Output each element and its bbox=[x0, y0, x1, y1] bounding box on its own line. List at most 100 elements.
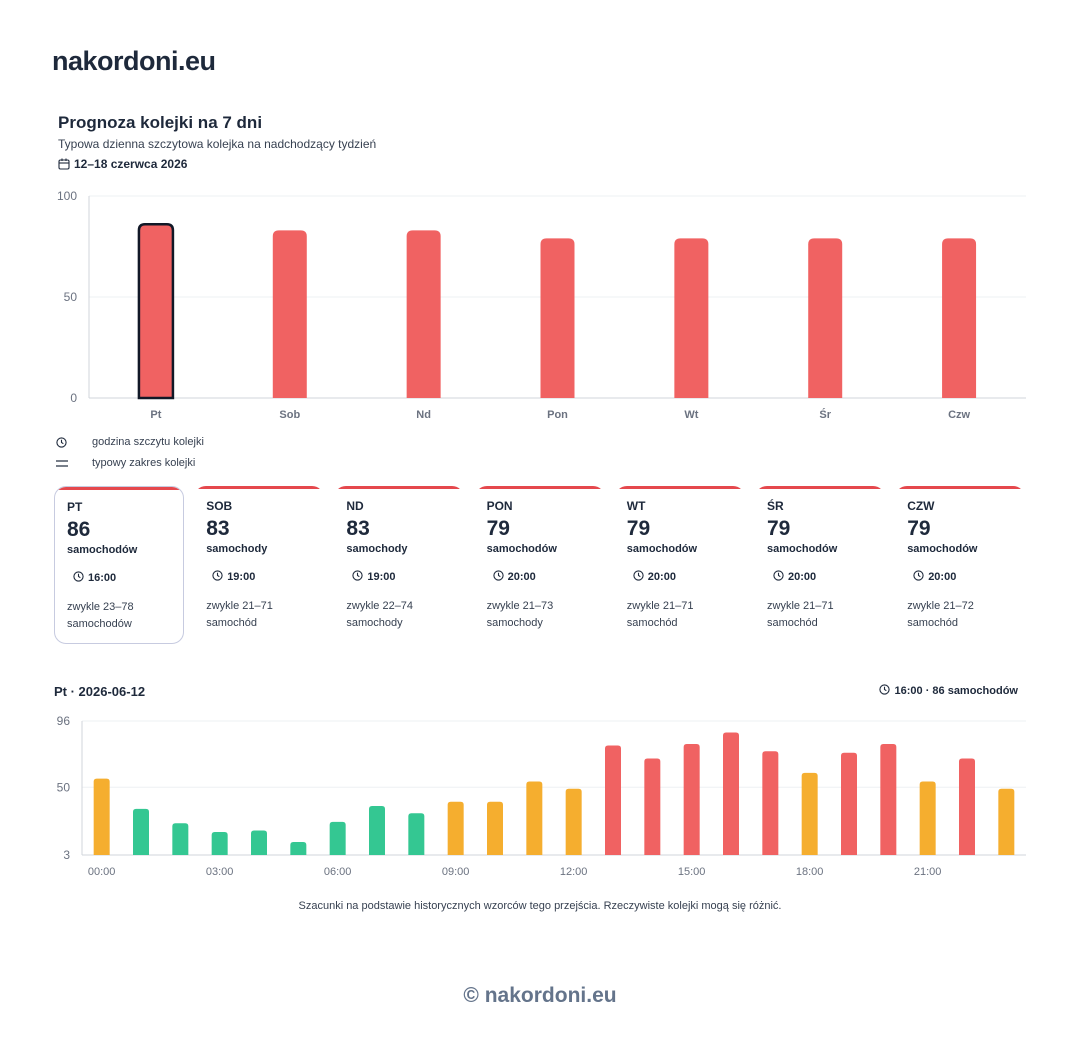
card-typical-range-values: zwykle 21–71 bbox=[206, 600, 273, 612]
forecast-title: Prognoza kolejki na 7 dni bbox=[58, 113, 263, 132]
card-typical-range: zwykle 21–71 samochód bbox=[767, 598, 885, 632]
card-accent-strip bbox=[895, 486, 1026, 489]
day-card-pon[interactable]: PON 79 samochodów 20:00 zwykle 21–73 samochod… bbox=[474, 486, 605, 644]
hour-bar-1800 bbox=[801, 772, 818, 855]
date-range: 12–18 czerwca 2026 bbox=[58, 157, 187, 171]
day-card-wt[interactable]: WT 79 samochodów 20:00 zwykle 21–71 samochód bbox=[614, 486, 745, 644]
card-unit: samochodów bbox=[67, 544, 138, 556]
day-card-czw[interactable]: CZW 79 samochodów 20:00 zwykle 21–72 samochód bbox=[895, 486, 1026, 644]
hour-bar-0700 bbox=[369, 806, 385, 855]
y-tick-label: 50 bbox=[57, 780, 71, 794]
clock-icon bbox=[56, 436, 92, 448]
card-typical-range-unit: samochód bbox=[767, 617, 818, 629]
card-peak-value: 79 bbox=[626, 517, 651, 540]
legend-peak-label: godzina szczytu kolejki bbox=[92, 436, 204, 448]
card-peak-time: 20:00 bbox=[627, 570, 745, 584]
card-typical-range-values: zwykle 21–71 bbox=[626, 600, 694, 612]
x-tick-label: Wt bbox=[684, 409, 698, 421]
card-unit: samochodów bbox=[767, 543, 838, 555]
bar-pon bbox=[540, 238, 575, 398]
card-peak-time-text: 20:00 bbox=[647, 571, 676, 583]
hour-bar-1500 bbox=[683, 744, 700, 855]
card-typical-range-values: zwykle 21–71 bbox=[767, 600, 834, 612]
y-tick-label: 3 bbox=[63, 848, 70, 862]
card-day: PT bbox=[67, 500, 83, 514]
hour-bar-1200 bbox=[565, 788, 582, 855]
hour-bar-1600 bbox=[723, 732, 739, 855]
clock-icon bbox=[73, 571, 84, 585]
hour-bar-2300 bbox=[998, 788, 1015, 855]
hour-bar-0600 bbox=[329, 821, 346, 855]
x-tick-label: Śr bbox=[819, 408, 831, 421]
day-cards: PT 86 samochodów 16:00 zwykle 23–78 samochodó… bbox=[54, 486, 1026, 646]
card-unit: samochody bbox=[346, 543, 408, 555]
x-tick-label: Pon bbox=[547, 409, 568, 421]
legend-peak-hour: godzina szczytu kolejki bbox=[56, 436, 204, 448]
card-peak-time: 20:00 bbox=[487, 570, 605, 584]
x-tick-label: 21:00 bbox=[914, 866, 942, 878]
clock-icon bbox=[352, 570, 364, 584]
day-card-sob[interactable]: SOB 83 samochody 19:00 zwykle 21–71 samochód bbox=[194, 486, 325, 644]
x-tick-label: 12:00 bbox=[560, 866, 588, 878]
clock-icon bbox=[913, 570, 924, 584]
card-peak-time-text: 19:00 bbox=[227, 571, 256, 583]
card-peak-time: 19:00 bbox=[346, 570, 464, 584]
hour-bar-0100 bbox=[133, 808, 149, 855]
detail-peak: 16:00 · 86 samochodów bbox=[878, 684, 1018, 698]
card-typical-range: zwykle 21–71 samochód bbox=[627, 598, 745, 632]
card-peak-value: 86 bbox=[67, 518, 91, 541]
card-peak-time-text: 20:00 bbox=[507, 571, 536, 583]
card-unit: samochodów bbox=[486, 543, 557, 555]
y-tick-label: 0 bbox=[70, 391, 77, 405]
card-unit: samochody bbox=[206, 543, 268, 555]
weekly-forecast-chart: 0 50 100 Pt Sob Nd Pon Wt Śr Czw bbox=[57, 189, 1026, 421]
clock-icon bbox=[633, 570, 644, 584]
forecast-subtitle: Typowa dzienna szczytowa kolejka na nadc… bbox=[58, 137, 377, 151]
card-typical-range: zwykle 21–73 samochody bbox=[487, 598, 605, 632]
hour-bar-0300 bbox=[211, 831, 228, 855]
card-typical-range: zwykle 22–74 samochody bbox=[346, 598, 464, 632]
day-card-pt[interactable]: PT 86 samochodów 16:00 zwykle 23–78 samochodó… bbox=[54, 486, 184, 644]
card-accent-strip bbox=[474, 486, 605, 489]
site-logo[interactable]: nakordoni.eu bbox=[52, 46, 216, 76]
card-day: CZW bbox=[907, 499, 935, 513]
clock-icon bbox=[878, 684, 890, 698]
x-tick-label: 00:00 bbox=[88, 866, 116, 878]
card-peak-time: 20:00 bbox=[907, 570, 1025, 584]
x-tick-label: Sob bbox=[279, 409, 300, 421]
card-day: ND bbox=[346, 499, 364, 513]
x-tick-label: 18:00 bbox=[796, 866, 824, 878]
x-tick-label: Nd bbox=[416, 409, 431, 421]
card-typical-range-values: zwykle 21–73 bbox=[486, 600, 554, 612]
day-card-śr[interactable]: ŚR 79 samochodów 20:00 zwykle 21–71 samochód bbox=[755, 486, 885, 644]
disclaimer: Szacunki na podstawie historycznych wzor… bbox=[298, 900, 782, 912]
card-day: PON bbox=[486, 499, 513, 513]
card-peak-value: 79 bbox=[767, 517, 791, 540]
bar-śr bbox=[808, 238, 843, 398]
card-peak-time: 20:00 bbox=[767, 570, 885, 584]
card-peak-value: 79 bbox=[907, 517, 931, 540]
card-peak-value: 83 bbox=[346, 517, 370, 540]
bar-czw bbox=[942, 238, 977, 398]
card-typical-range-unit: samochody bbox=[486, 617, 543, 629]
day-card-nd[interactable]: ND 83 samochody 19:00 zwykle 22–74 samochody bbox=[334, 486, 465, 644]
bar-pt bbox=[137, 223, 175, 400]
footer-copyright[interactable]: © nakordoni.eu bbox=[463, 984, 617, 1007]
bar-wt bbox=[674, 238, 709, 398]
card-peak-time-text: 19:00 bbox=[367, 571, 396, 583]
card-unit: samochodów bbox=[626, 543, 698, 555]
card-typical-range: zwykle 21–71 samochód bbox=[206, 598, 324, 632]
y-tick-label: 50 bbox=[64, 290, 78, 304]
clock-icon bbox=[773, 570, 784, 584]
card-day: WT bbox=[626, 499, 646, 513]
x-tick-label: 09:00 bbox=[442, 866, 470, 878]
bar-nd bbox=[406, 230, 441, 398]
card-typical-range-unit: samochody bbox=[346, 617, 403, 629]
card-accent-strip bbox=[194, 486, 325, 489]
legend-range-label: typowy zakres kolejki bbox=[92, 457, 196, 469]
date-range-text: 12–18 czerwca 2026 bbox=[74, 157, 188, 171]
hour-bar-0000 bbox=[93, 778, 110, 855]
hour-bar-0500 bbox=[290, 842, 307, 855]
x-tick-label: 06:00 bbox=[324, 866, 352, 878]
card-typical-range-values: zwykle 23–78 bbox=[67, 601, 134, 613]
